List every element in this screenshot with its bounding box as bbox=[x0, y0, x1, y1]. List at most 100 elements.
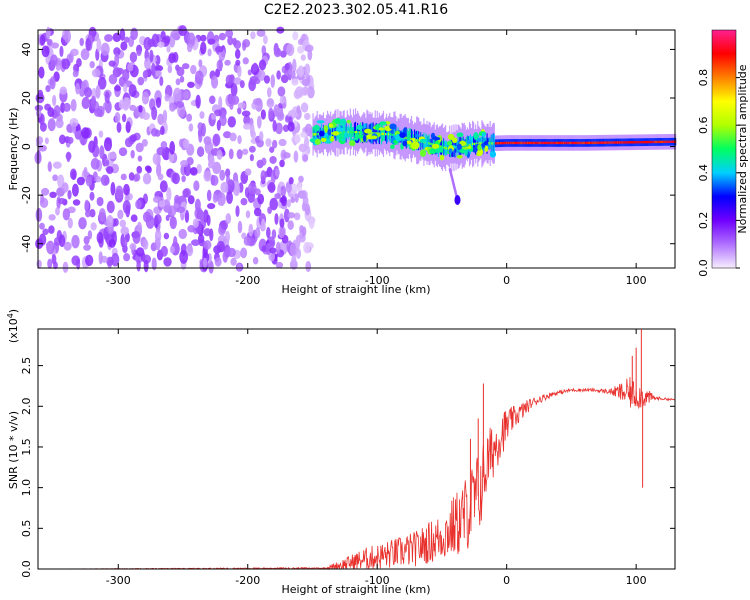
spectrogram-cell bbox=[240, 247, 248, 259]
spectrogram-cell bbox=[511, 141, 513, 145]
spectrogram-cells bbox=[34, 25, 677, 274]
spectrogram-cell bbox=[409, 137, 412, 141]
spectrogram-cell bbox=[484, 145, 489, 152]
spectrogram-cell bbox=[169, 140, 176, 155]
spectrogram-cell bbox=[214, 109, 222, 117]
spectrogram-cell bbox=[64, 29, 71, 44]
spectrogram-cell bbox=[610, 141, 612, 144]
spectrogram-cell bbox=[242, 41, 247, 51]
spectrogram-cell bbox=[180, 160, 189, 168]
spectrogram-cell bbox=[644, 140, 647, 144]
spectrogram-cell bbox=[350, 130, 353, 134]
spectrogram-cell bbox=[455, 146, 457, 149]
spectrogram-cell bbox=[444, 146, 446, 149]
spectrogram-cell bbox=[108, 60, 116, 67]
spectrogram-cell bbox=[308, 218, 315, 230]
spectrogram-cell bbox=[270, 74, 276, 88]
spectrogram-cell bbox=[335, 127, 344, 132]
spectrogram-cell bbox=[399, 132, 406, 138]
spectrogram-cell bbox=[123, 253, 131, 262]
spectrogram-cell bbox=[410, 137, 413, 141]
spectrogram-cell bbox=[247, 182, 257, 195]
spectrogram-cell bbox=[383, 132, 386, 136]
spectrogram-cell bbox=[235, 205, 240, 217]
spectrogram-cell bbox=[208, 155, 215, 168]
spectrogram-cell bbox=[481, 132, 486, 138]
spectrogram-cell bbox=[545, 141, 547, 145]
spectrogram-cell bbox=[61, 182, 69, 193]
spectrogram-cell bbox=[616, 141, 619, 144]
spectrogram-cell bbox=[252, 256, 259, 265]
spectrogram-cell bbox=[287, 121, 295, 132]
spectrogram-cell bbox=[528, 141, 531, 145]
spectrogram-cell bbox=[282, 152, 291, 159]
spectrogram-cell bbox=[119, 219, 127, 228]
spectrogram-cell bbox=[81, 96, 91, 110]
spectrogram-cell bbox=[163, 232, 170, 240]
spectrogram-cell bbox=[269, 197, 279, 211]
spectrogram-cell bbox=[346, 119, 351, 124]
spectrogram-cell bbox=[257, 193, 265, 205]
spectrogram-cell bbox=[390, 133, 392, 136]
spectrogram-cell bbox=[250, 31, 256, 40]
spectrogram-cell bbox=[415, 133, 419, 138]
spectrogram-cell bbox=[53, 261, 58, 270]
spectrogram-y-tick-label: 20 bbox=[20, 91, 33, 105]
spectrogram-cell bbox=[359, 131, 361, 134]
spectrogram-cell bbox=[638, 140, 640, 144]
spectrogram-cell bbox=[141, 91, 150, 105]
spectrogram-cell bbox=[291, 254, 297, 264]
colorbar-tick-label: 0.8 bbox=[697, 69, 710, 87]
spectrogram-cell bbox=[40, 193, 45, 204]
spectrogram-cell bbox=[522, 141, 524, 145]
spectrogram-cell bbox=[447, 147, 449, 150]
spectrogram-cell bbox=[343, 131, 345, 134]
spectrogram-cell bbox=[233, 77, 242, 85]
spectrogram-cell bbox=[253, 207, 262, 217]
spectrogram-cell bbox=[75, 82, 81, 95]
spectrogram-cell bbox=[260, 170, 267, 183]
spectrogram-cell bbox=[130, 149, 135, 159]
spectrogram-cell bbox=[120, 173, 127, 181]
spectrogram-cell bbox=[182, 90, 190, 100]
spectrogram-cell bbox=[294, 133, 301, 144]
spectrogram-cell bbox=[225, 29, 234, 38]
spectrogram-cell bbox=[671, 140, 674, 143]
spectrogram-cell bbox=[274, 213, 279, 225]
spectrogram-cell bbox=[166, 45, 171, 53]
spectrogram-cell bbox=[184, 210, 190, 223]
spectrogram-cell bbox=[121, 113, 127, 123]
colorbar: 0.0 0.2 0.4 0.6 0.8 Normalized spectral ampl… bbox=[697, 29, 749, 277]
spectrogram-cell bbox=[208, 95, 216, 104]
spectrogram-cell bbox=[500, 141, 503, 145]
spectrogram-cell bbox=[384, 132, 387, 136]
spectrogram-cell bbox=[185, 244, 194, 257]
spectrogram-cell bbox=[657, 140, 659, 144]
spectrogram-cell bbox=[220, 219, 229, 231]
spectrogram-cell bbox=[252, 98, 262, 106]
spectrogram-cell bbox=[493, 142, 495, 145]
spectrogram-cell bbox=[358, 131, 360, 134]
spectrogram-cell bbox=[108, 238, 116, 248]
spectrogram-cell bbox=[628, 141, 630, 144]
spectrogram-cell bbox=[288, 176, 294, 185]
spectrogram-cell bbox=[307, 86, 315, 99]
spectrogram-cell bbox=[130, 134, 137, 143]
spectrogram-cell bbox=[538, 141, 540, 145]
spectrogram-cell bbox=[654, 140, 656, 144]
colorbar-label: Normalized spectral amplitude bbox=[736, 64, 749, 233]
spectrogram-cell bbox=[406, 136, 408, 140]
spectrogram-cell bbox=[95, 85, 101, 99]
spectrogram-cell bbox=[188, 123, 194, 132]
spectrogram-cell bbox=[653, 140, 655, 144]
spectrogram-cell bbox=[303, 241, 311, 254]
spectrogram-cell bbox=[562, 141, 564, 145]
spectrogram-cell bbox=[151, 257, 157, 271]
spectrogram-cell bbox=[323, 125, 327, 130]
spectrogram-cell bbox=[292, 58, 297, 73]
spectrogram-cell bbox=[601, 141, 603, 144]
spectrogram-cell bbox=[207, 48, 212, 57]
spectrogram-cell bbox=[370, 131, 372, 135]
spectrogram-cell bbox=[113, 47, 121, 56]
spectrogram-cell bbox=[142, 112, 151, 120]
